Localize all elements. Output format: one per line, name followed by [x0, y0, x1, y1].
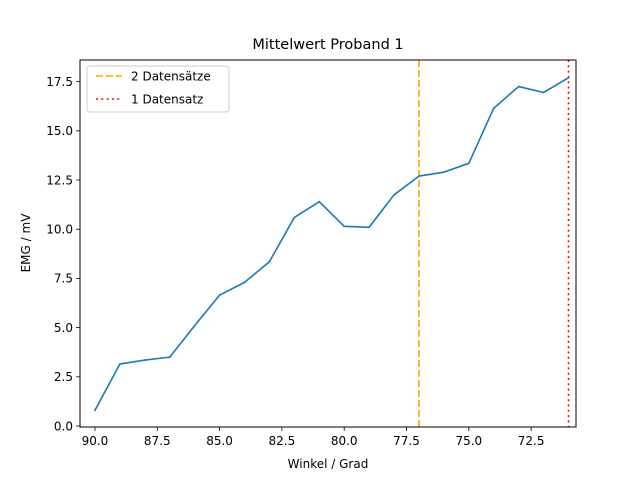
data-point [243, 281, 246, 284]
data-point [492, 107, 495, 110]
data-point [218, 294, 221, 297]
data-point [418, 175, 420, 178]
x-tick-label: 77.5 [393, 434, 420, 448]
y-axis: 0.0 2.5 5.0 7.5 10.0 12.5 15.0 17.5 [46, 75, 80, 433]
y-tick-label: 17.5 [46, 75, 73, 89]
data-point [94, 409, 96, 412]
y-tick-label: 7.5 [54, 272, 73, 286]
y-tick-label: 10.0 [46, 223, 73, 237]
x-tick-label: 72.5 [518, 434, 545, 448]
y-tick-label: 2.5 [54, 370, 73, 384]
data-point [343, 225, 346, 228]
data-point [368, 226, 371, 229]
x-tick-label: 85.0 [206, 434, 233, 448]
y-axis-label: EMG / mV [19, 213, 33, 273]
data-point [542, 91, 545, 94]
data-point [168, 356, 171, 359]
x-tick-label: 82.5 [269, 434, 296, 448]
legend-label: 2 Datensätze [131, 69, 211, 83]
plot-area [93, 60, 570, 427]
x-tick-label: 87.5 [144, 434, 171, 448]
x-tick-label: 80.0 [331, 434, 358, 448]
x-tick-label: 90.0 [82, 434, 109, 448]
data-point [517, 85, 520, 88]
y-tick-label: 5.0 [54, 321, 73, 335]
data-point [268, 260, 271, 263]
chart-title: Mittelwert Proband 1 [252, 37, 403, 53]
data-point [193, 324, 196, 327]
data-point [442, 171, 445, 174]
data-point [118, 363, 121, 365]
data-point [467, 162, 470, 165]
x-axis-label: Winkel / Grad [288, 457, 369, 471]
data-point [293, 216, 296, 219]
y-tick-label: 15.0 [46, 124, 73, 138]
legend: 2 Datensätze 1 Datensatz [86, 65, 230, 113]
y-tick-label: 0.0 [54, 419, 73, 433]
axes-frame [79, 59, 577, 428]
y-tick-label: 12.5 [46, 173, 73, 187]
data-point [567, 76, 570, 79]
data-point [393, 193, 395, 196]
x-tick-label: 75.0 [455, 434, 482, 448]
legend-label: 1 Datensatz [131, 92, 203, 106]
data-point [318, 200, 321, 203]
x-axis: 90.0 87.5 85.0 82.5 80.0 77.5 75.0 72.5 [82, 427, 545, 448]
legend-box [86, 65, 230, 113]
data-point [143, 359, 146, 361]
series-line-1 [93, 76, 570, 412]
